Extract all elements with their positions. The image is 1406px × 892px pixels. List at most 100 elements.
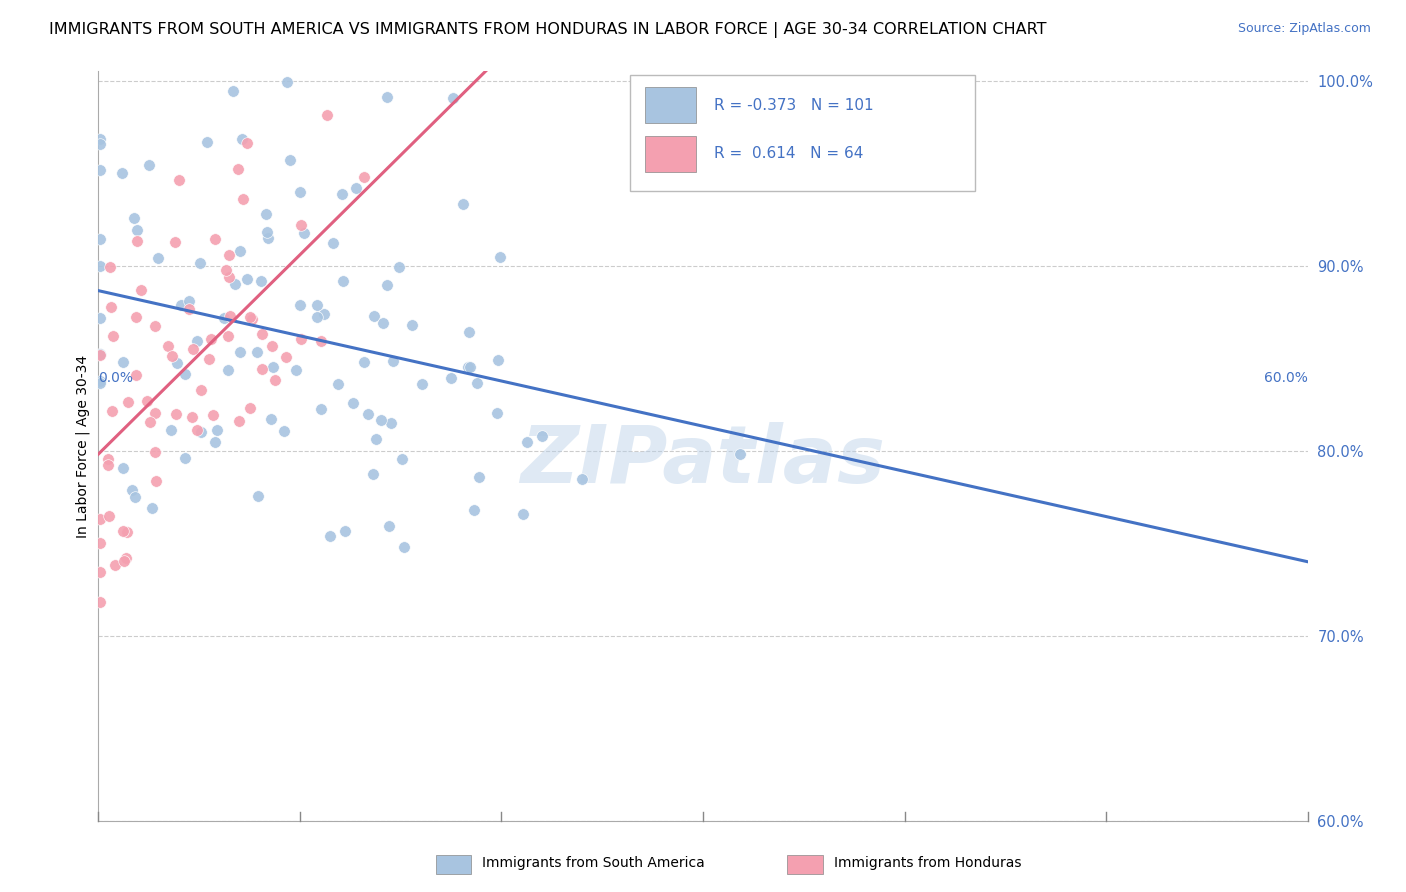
Point <box>332 274 354 288</box>
Point <box>392 541 415 555</box>
Point <box>183 342 205 356</box>
Point <box>89 163 111 178</box>
Point <box>218 270 240 285</box>
Point <box>335 524 357 538</box>
Point <box>177 293 200 308</box>
Point <box>125 368 148 383</box>
Point <box>125 310 148 324</box>
Point <box>89 565 111 579</box>
Point <box>103 329 125 343</box>
Text: R =  0.614   N = 64: R = 0.614 N = 64 <box>714 146 863 161</box>
Point <box>89 512 111 526</box>
Point <box>353 354 375 368</box>
Point <box>212 310 235 325</box>
Point <box>250 362 273 376</box>
Point <box>112 355 135 369</box>
Point <box>104 558 127 572</box>
Point <box>190 425 212 439</box>
Point <box>100 300 122 314</box>
Point <box>204 434 226 449</box>
Point <box>115 524 138 539</box>
Point <box>201 408 224 422</box>
Point <box>246 344 269 359</box>
Point <box>485 407 508 421</box>
Point <box>111 524 134 539</box>
Point <box>89 374 111 388</box>
Point <box>98 260 121 274</box>
Point <box>312 307 335 321</box>
Point <box>143 406 166 420</box>
Point <box>156 338 179 352</box>
Point <box>207 423 229 437</box>
Point <box>363 309 385 323</box>
Point <box>328 377 350 392</box>
Text: 0.0%: 0.0% <box>98 371 134 385</box>
Point <box>488 250 510 264</box>
FancyBboxPatch shape <box>645 87 696 123</box>
Point <box>378 519 401 533</box>
Point <box>122 211 145 226</box>
Point <box>353 170 375 185</box>
Point <box>145 474 167 488</box>
Point <box>256 226 278 240</box>
Point <box>375 90 398 104</box>
Point <box>361 467 384 481</box>
Point <box>111 166 134 180</box>
FancyBboxPatch shape <box>645 136 696 172</box>
Point <box>224 277 246 291</box>
Point <box>121 483 143 497</box>
Point <box>89 259 111 273</box>
Point <box>463 503 485 517</box>
Point <box>571 472 593 486</box>
Point <box>344 180 367 194</box>
FancyBboxPatch shape <box>630 75 976 191</box>
Text: Immigrants from South America: Immigrants from South America <box>482 856 704 871</box>
Point <box>159 423 181 437</box>
Point <box>236 136 259 150</box>
Point <box>228 414 250 428</box>
Point <box>160 350 183 364</box>
Point <box>288 185 311 199</box>
Point <box>311 334 333 348</box>
Point <box>114 551 136 566</box>
Point <box>222 84 245 98</box>
Point <box>322 235 344 250</box>
Point <box>111 461 134 475</box>
Point <box>465 376 488 391</box>
Point <box>125 234 148 248</box>
Point <box>89 595 111 609</box>
Point <box>391 451 413 466</box>
Point <box>215 262 238 277</box>
Point <box>273 424 295 438</box>
Point <box>238 401 260 416</box>
Point <box>181 409 204 424</box>
Point <box>218 310 240 324</box>
Text: 60.0%: 60.0% <box>1264 371 1308 385</box>
Point <box>165 407 187 421</box>
Point <box>305 298 328 312</box>
Point <box>89 232 111 246</box>
Point <box>143 319 166 334</box>
Point <box>163 235 186 249</box>
Point <box>240 312 263 326</box>
Point <box>250 326 273 341</box>
Point <box>179 302 201 317</box>
Point <box>200 332 222 346</box>
Point <box>440 371 463 385</box>
Point <box>135 393 157 408</box>
Point <box>284 363 307 377</box>
Point <box>124 490 146 504</box>
Point <box>256 231 278 245</box>
Point <box>89 535 111 549</box>
Point <box>186 334 208 349</box>
Point <box>530 429 553 443</box>
Point <box>89 376 111 390</box>
Point <box>260 412 283 426</box>
Point <box>274 350 297 364</box>
Point <box>239 310 262 325</box>
Point <box>276 75 298 89</box>
Point <box>229 244 252 258</box>
Point <box>195 136 218 150</box>
Point <box>97 452 120 467</box>
Point <box>375 277 398 292</box>
